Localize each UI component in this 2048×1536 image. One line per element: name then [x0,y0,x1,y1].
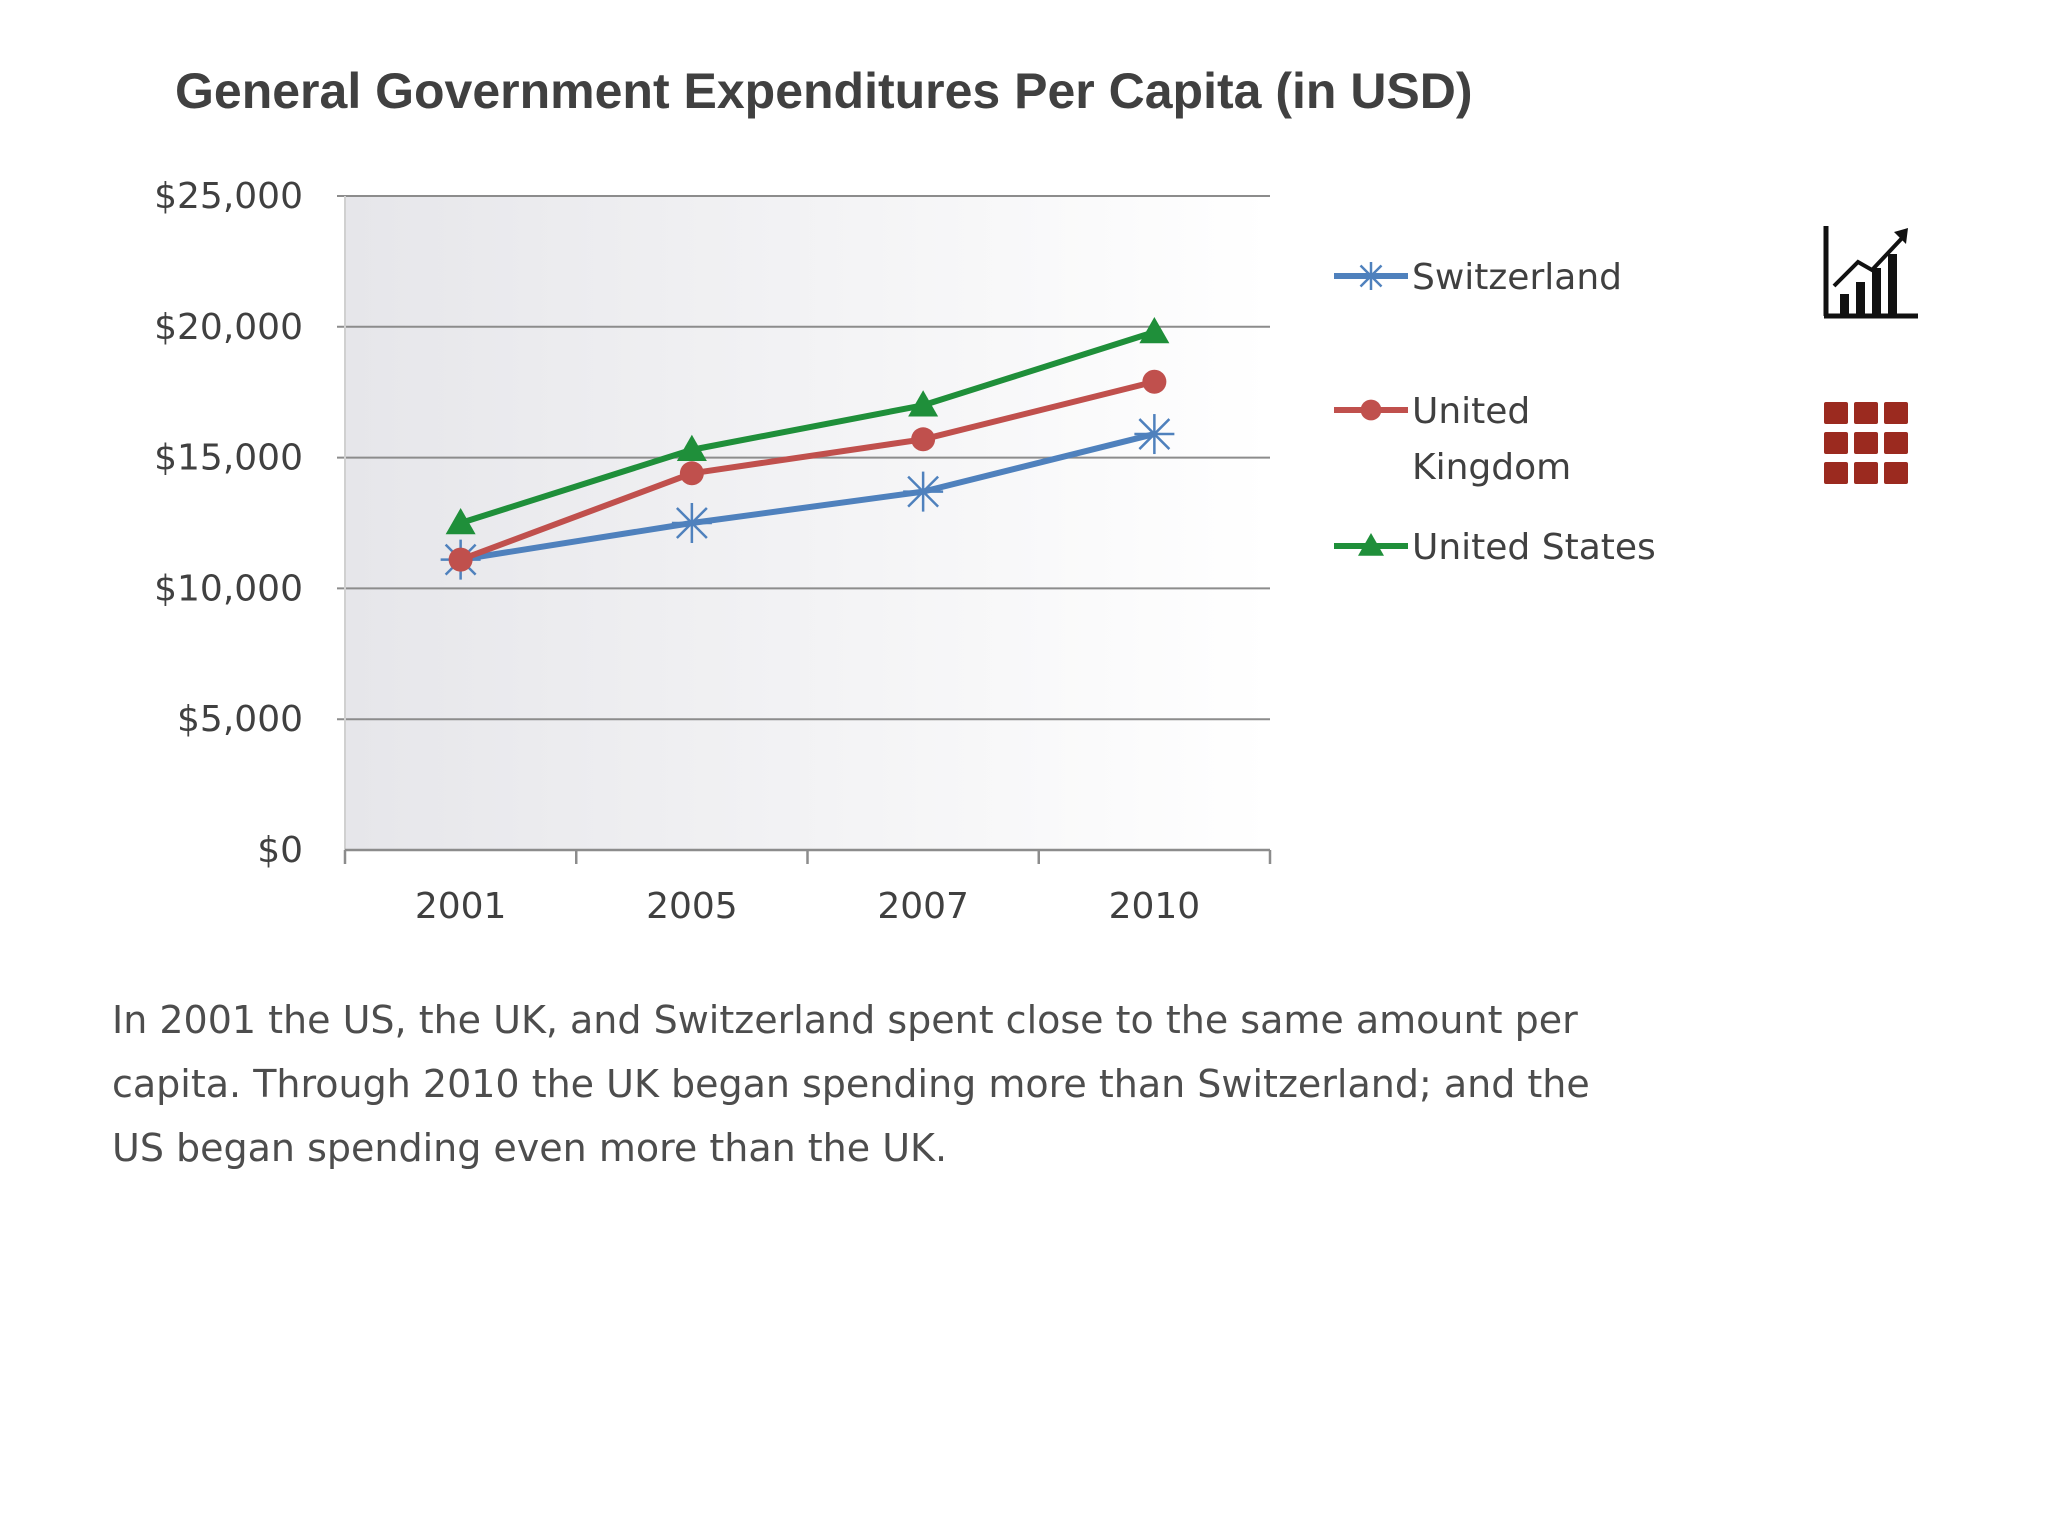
chart-title: General Government Expenditures Per Capi… [175,63,1473,119]
grid-icon-cell [1824,402,1848,424]
y-tick-label: $0 [257,830,303,871]
marker-stroke [1359,264,1383,288]
data-point [676,434,707,462]
data-point [1360,399,1382,421]
chart-caption: In 2001 the US, the UK, and Switzerland … [112,998,1590,1170]
data-point [671,503,712,543]
marker-stroke [1138,418,1171,450]
y-tick-label: $25,000 [154,176,303,217]
x-tick-label: 2001 [415,886,507,927]
series-line [460,431,1156,563]
data-point [903,471,944,512]
grid-icon-cell [1854,432,1878,454]
marker-stroke [675,507,708,539]
series-line [459,329,1156,526]
marker-stroke [907,475,940,508]
plot-area [345,196,1270,850]
y-tick-label: $20,000 [154,307,303,348]
x-tick-label: 2010 [1109,886,1201,927]
data-point [1357,262,1385,290]
series-line [459,378,1156,563]
legend-label: Switzerland [1412,257,1622,298]
x-tick-label: 2005 [646,886,738,927]
data-point [448,547,473,572]
grid-icon-cell [1824,432,1848,454]
data-point [908,390,939,417]
legend-label: United Kingdom [1412,391,1571,488]
legend-label: United States [1412,527,1656,568]
grid-icon-cell [1854,402,1878,424]
y-tick-label: $15,000 [154,438,303,479]
y-tick-label: $5,000 [177,699,303,740]
grid-icon[interactable] [1822,400,1912,490]
data-point [445,508,476,535]
grid-icon-cell [1884,432,1908,454]
x-tick-label: 2007 [877,886,969,927]
y-tick-label: $10,000 [154,568,303,609]
line-chart: General Government Expenditures Per Capi… [154,63,1656,927]
data-point [1358,533,1384,556]
data-point [1139,317,1170,344]
grid-icon-cell [1824,462,1848,484]
data-point [911,427,936,452]
grid-icon-cell [1854,462,1878,484]
grid-icon-cell [1884,462,1908,484]
bar-chart-trend-icon[interactable] [1822,222,1922,322]
grid-icon-cell [1884,402,1908,424]
data-point [1134,414,1175,455]
data-point [679,461,704,486]
data-point [1142,369,1167,394]
